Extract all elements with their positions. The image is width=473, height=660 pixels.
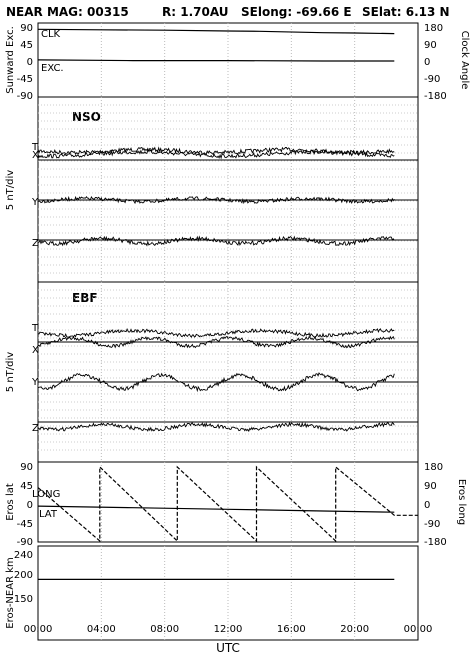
nso-t-trace (37, 146, 395, 156)
ebf-label-z: Z (32, 423, 39, 434)
p4-long-line (37, 465, 418, 543)
p1-series-label-clk: CLK (41, 29, 61, 40)
ebf-x-trace (37, 335, 395, 349)
x-tick-label: 16:00 (277, 624, 306, 635)
panel-range: 240 200 150 Eros-NEAR km (5, 550, 395, 629)
p1-left-tick-1: 45 (20, 40, 33, 51)
p4-series-label-lat: LAT (39, 509, 58, 520)
p1-left-tick-3: -45 (17, 74, 33, 85)
p4-left-tick-1: 45 (20, 481, 33, 492)
p4-left-tick-2: 0 (27, 500, 33, 511)
header-range: R: 1.70AU (162, 5, 229, 19)
nso-x-trace (37, 148, 395, 160)
p1-right-tick-2: 0 (424, 57, 430, 68)
ebf-t-trace (38, 327, 395, 338)
p4-lat-line (37, 505, 395, 513)
p1-left-tick-4: -90 (17, 91, 33, 102)
panel-eros: 90 45 0 -45 -90 180 90 0 -90 -180 Eros l… (5, 462, 467, 548)
p1-left-tick-2: 0 (27, 57, 33, 68)
p1-series-label-exc: EXC. (41, 63, 64, 74)
x-tick-label: 20:00 (340, 624, 369, 635)
x-axis-label: UTC (216, 641, 240, 655)
ebf-axis-label: 5 nT/div (5, 352, 16, 392)
p1-right-tick-1: 90 (424, 40, 437, 51)
p1-left-tick-0: 90 (20, 23, 33, 34)
panel-sunward: 90 45 0 -45 -90 180 90 0 -90 -180 Sunwar… (5, 23, 470, 102)
nso-z-trace (37, 235, 395, 247)
p4-left-axis-label: Eros lat (5, 483, 16, 521)
p4-left-tick-4: -90 (17, 537, 33, 548)
p4-right-tick-2: 0 (424, 500, 430, 511)
p4-left-tick-3: -45 (17, 519, 33, 530)
x-tick-label: 00:00 (404, 624, 433, 635)
p1-right-tick-0: 180 (424, 23, 443, 34)
p5-left-axis-label: Eros-NEAR km (5, 557, 16, 628)
nso-axis-label: 5 nT/div (5, 170, 16, 210)
p4-right-tick-0: 180 (424, 462, 443, 473)
header-selat: SElat: 6.13 N (362, 5, 450, 19)
x-tick-label: 04:00 (87, 624, 116, 635)
nso-panel-name: NSO (72, 110, 101, 124)
p4-right-tick-3: -90 (424, 519, 440, 530)
ebf-label-x: X (32, 345, 39, 356)
p4-right-tick-4: -180 (424, 537, 447, 548)
p1-left-axis-label: Sunward Exc. (5, 26, 16, 94)
nso-label-z: Z (32, 238, 39, 249)
x-axis-ticks: 00:00 04:00 08:00 12:00 16:00 20:00 00:00 (24, 624, 433, 635)
x-tick-label: 08:00 (150, 624, 179, 635)
p1-exc-line (37, 59, 395, 62)
p1-right-tick-4: -180 (424, 91, 447, 102)
p5-left-tick-2: 150 (14, 594, 33, 605)
nso-y-trace (37, 195, 395, 205)
p4-left-tick-0: 90 (20, 462, 33, 473)
ebf-z-trace (37, 421, 395, 433)
header-mission: NEAR MAG: 00315 (6, 5, 129, 19)
p5-left-tick-0: 240 (14, 550, 33, 561)
nso-grid (38, 104, 418, 274)
p1-clk-line (37, 28, 395, 35)
ebf-y-trace (37, 372, 395, 393)
p4-series-label-long: LONG (32, 489, 60, 500)
nso-label-y: Y (31, 197, 39, 208)
ebf-label-y: Y (31, 377, 39, 388)
header-selong: SElong: -69.66 E (241, 5, 352, 19)
p4-right-tick-1: 90 (424, 481, 437, 492)
panel-ebf: EBF 5 nT/div T X Y Z (5, 289, 418, 451)
panel-nso: NSO 5 nT/div T X Y Z (5, 104, 418, 274)
p1-right-axis-label: Clock Angle (459, 31, 470, 90)
nso-label-x: X (32, 150, 39, 161)
ebf-grid (38, 289, 418, 451)
x-tick-label: 12:00 (214, 624, 243, 635)
ebf-label-t: T (31, 323, 39, 334)
x-tick-label: 00:00 (24, 624, 53, 635)
ebf-panel-name: EBF (72, 291, 98, 305)
p1-right-tick-3: -90 (424, 74, 440, 85)
nso-label-t: T (31, 142, 39, 153)
p5-left-tick-1: 200 (14, 570, 33, 581)
p4-right-axis-label: Eros long (456, 479, 467, 525)
